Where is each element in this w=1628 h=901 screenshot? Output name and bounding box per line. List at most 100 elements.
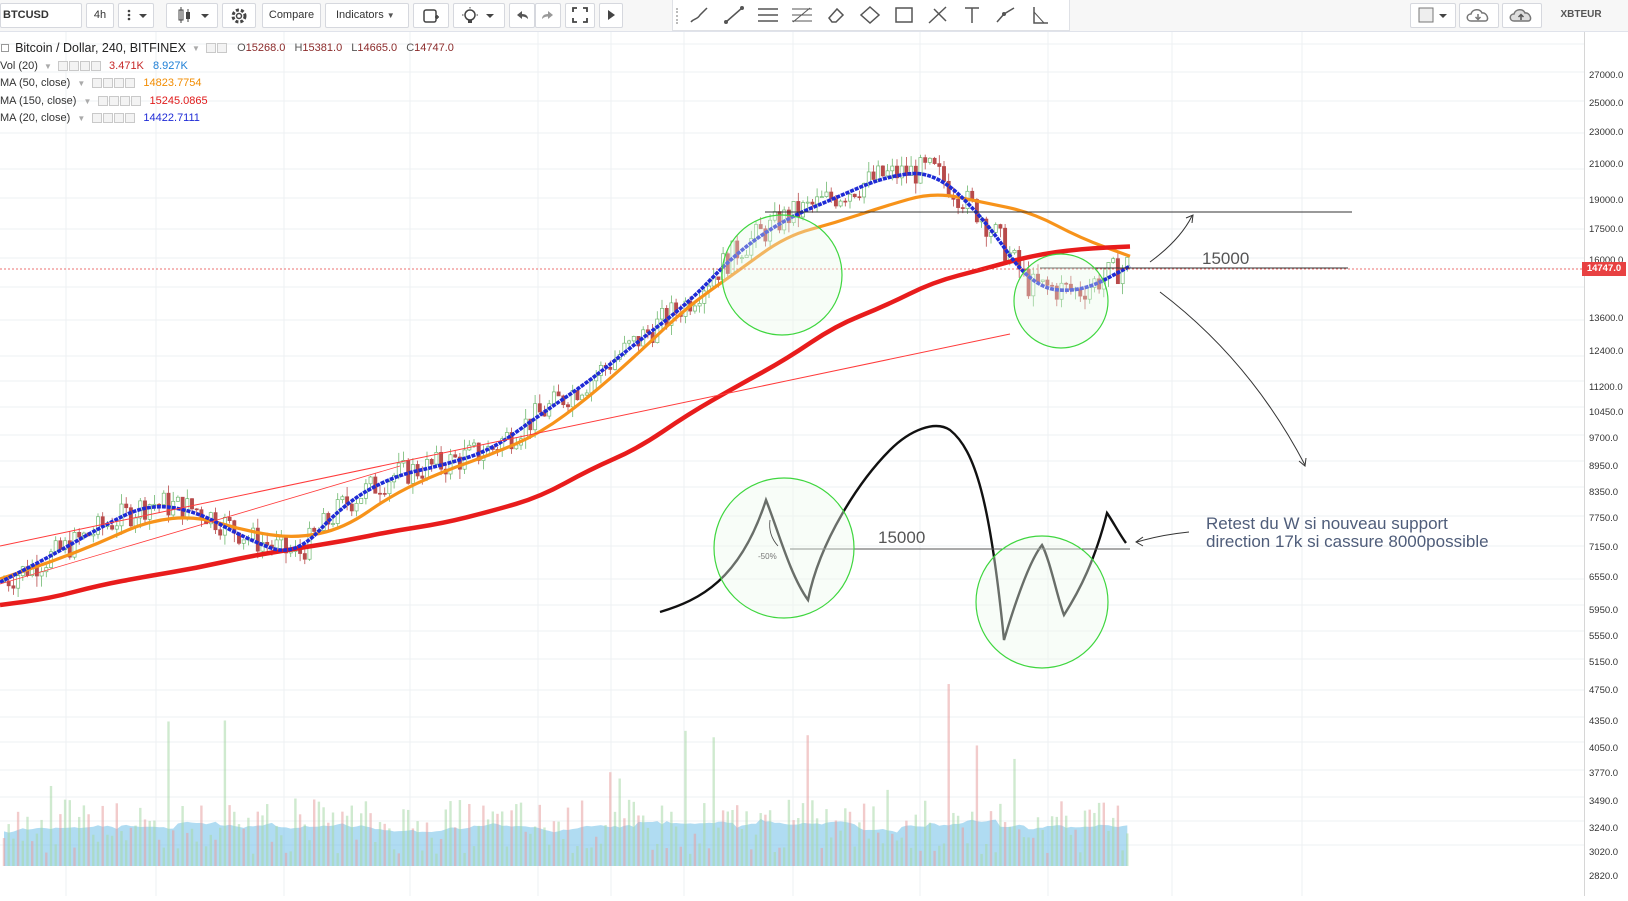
text-tool[interactable] — [959, 4, 985, 26]
chart-style-button[interactable] — [166, 3, 218, 28]
user-symbol-label[interactable]: XBTEUR — [1560, 9, 1602, 20]
fib-tool[interactable] — [789, 4, 815, 26]
candle-body — [749, 238, 754, 256]
legend-ma150[interactable]: MA (150, close) ▼ 15245.0865 — [0, 93, 454, 111]
volume-bar — [787, 799, 791, 866]
indicators-label: Indicators — [336, 9, 384, 21]
ma20-value: 14422.7111 — [143, 112, 200, 124]
fullscreen-button[interactable] — [565, 3, 595, 28]
volume-bar — [355, 839, 358, 866]
settings-mini-icon[interactable] — [109, 95, 120, 106]
interval-dropdown-button[interactable] — [118, 3, 154, 28]
close-icon[interactable] — [90, 60, 101, 71]
shape-tool[interactable] — [857, 4, 883, 26]
close-icon[interactable] — [125, 113, 136, 123]
ideas-button[interactable] — [453, 3, 505, 28]
horizontal-lines-tool[interactable] — [755, 4, 781, 26]
fibonacci-icon — [792, 7, 812, 23]
volume-bar — [181, 806, 184, 866]
layout-button[interactable] — [1410, 3, 1456, 28]
interval-selector[interactable]: 4h — [86, 3, 114, 28]
eye-icon[interactable] — [92, 78, 103, 88]
note-line-2: direction 17k si cassure 8000possible — [1206, 532, 1489, 551]
volume-bar — [768, 810, 772, 866]
volume-bar — [468, 803, 471, 866]
pct-label: -50% — [758, 552, 777, 561]
eraser-tool[interactable] — [823, 4, 849, 26]
horizontal-lines-icon — [758, 8, 778, 22]
volume-bar — [106, 834, 109, 866]
price-tick: 8950.0 — [1589, 461, 1619, 472]
indicators-button[interactable]: Indicators ▼ — [325, 3, 409, 28]
volume-bar — [684, 730, 687, 866]
candle-body — [1054, 285, 1059, 300]
undo-button[interactable] — [509, 3, 535, 28]
volume-bar — [54, 844, 57, 866]
add-icon[interactable] — [79, 60, 90, 71]
note-arrow-head — [1135, 536, 1144, 547]
symbol-search-input[interactable]: BTCUSD — [0, 3, 82, 28]
legend-volume[interactable]: Vol (20) ▼ 3.471K 8.927K — [0, 58, 454, 76]
trend-line-tool[interactable] — [721, 4, 747, 26]
eye-icon[interactable] — [57, 60, 68, 71]
price-tick: 7150.0 — [1589, 542, 1619, 553]
down-arrow-head — [1298, 457, 1307, 467]
add-icon[interactable] — [120, 95, 131, 106]
cloud-save-button[interactable] — [1502, 3, 1542, 28]
volume-bar — [327, 822, 330, 866]
path-tool[interactable] — [993, 4, 1019, 26]
settings-mini-icon[interactable] — [217, 43, 228, 53]
drag-handle[interactable] — [676, 8, 682, 24]
volume-bar — [580, 800, 584, 866]
volume-bar — [853, 846, 856, 866]
sketch-circle-2 — [975, 535, 1109, 669]
redo-button[interactable] — [535, 3, 561, 28]
chart-pane[interactable]: 15000 -50% 15000 Retest du W si nouveau … — [0, 32, 1584, 896]
volume-bar — [45, 852, 48, 866]
volume-ma-value: 8.927K — [152, 59, 188, 72]
close-icon[interactable] — [131, 95, 142, 106]
eye-icon[interactable] — [206, 43, 217, 53]
alert-button[interactable] — [413, 3, 449, 28]
legend-ma20[interactable]: MA (20, close) ▼ 14422.7111 — [0, 110, 454, 128]
rectangle-tool[interactable] — [891, 4, 917, 26]
legend-ma50[interactable]: MA (50, close) ▼ 14823.7754 — [0, 75, 454, 93]
close-value: 14747.0 — [414, 42, 454, 54]
candle-body — [457, 456, 462, 470]
volume-bar — [731, 810, 734, 866]
price-tick: 5150.0 — [1589, 657, 1619, 668]
volume-bar — [186, 832, 189, 866]
gear-icon — [231, 8, 247, 24]
pitchfork-tool[interactable] — [925, 4, 951, 26]
settings-mini-icon[interactable] — [103, 78, 114, 88]
trend-line-icon — [724, 6, 744, 24]
settings-mini-icon[interactable] — [68, 60, 79, 71]
candle-body — [857, 196, 862, 199]
caret-down-icon: ▼ — [77, 79, 86, 88]
eye-icon[interactable] — [98, 95, 109, 106]
settings-button[interactable] — [222, 3, 256, 28]
volume-bar — [750, 849, 753, 866]
compare-button[interactable]: Compare — [262, 3, 321, 28]
price-scale[interactable]: 27000.0 25000.0 23000.0 21000.0 19000.0 17500… — [1584, 32, 1628, 896]
volume-bar — [369, 813, 372, 866]
volume-bar — [595, 836, 598, 866]
collapse-icon[interactable] — [1, 44, 9, 52]
settings-mini-icon[interactable] — [103, 113, 114, 123]
chart-grid — [0, 32, 1584, 896]
volume-bar — [900, 837, 903, 866]
close-icon[interactable] — [125, 78, 136, 88]
eye-icon[interactable] — [92, 113, 103, 123]
volume-bar — [867, 838, 870, 866]
volume-bar — [430, 837, 433, 866]
cloud-load-button[interactable] — [1459, 3, 1499, 28]
brush-tool[interactable] — [687, 4, 713, 26]
legend-main-series[interactable]: Bitcoin / Dollar, 240, BITFINEX ▼ O15268… — [0, 40, 454, 58]
measure-tool[interactable] — [1027, 4, 1053, 26]
volume-bar — [656, 843, 659, 866]
add-icon[interactable] — [114, 78, 125, 88]
volume-bar — [110, 835, 114, 866]
candle-body — [1087, 287, 1092, 300]
add-icon[interactable] — [114, 113, 125, 123]
replay-button[interactable] — [599, 3, 623, 28]
